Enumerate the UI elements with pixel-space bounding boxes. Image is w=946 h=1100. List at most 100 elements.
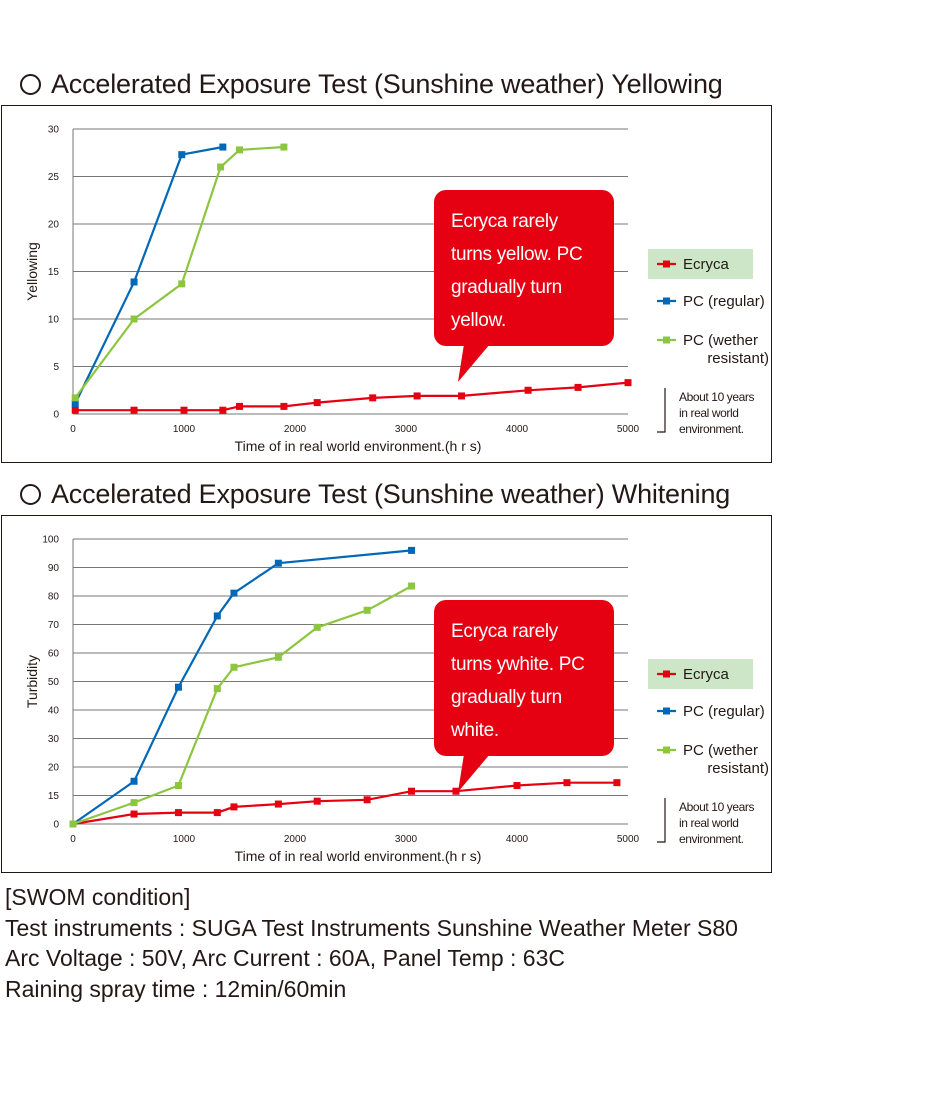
legend-swatch-marker: [663, 297, 670, 305]
data-point-ecryca: [369, 394, 377, 402]
callout-text-line: Ecryca rarely: [451, 211, 559, 232]
y-tick-label: 15: [48, 267, 60, 278]
data-point-pc_regular: [408, 546, 416, 554]
note-text-line: environment.: [679, 832, 744, 846]
data-point-ecryca: [363, 796, 371, 804]
y-tick-label: 10: [48, 315, 60, 326]
callout-pointer: [458, 344, 490, 382]
data-point-ecryca: [313, 399, 321, 407]
yellowing-chart-panel: 0 5 10 15 20 25 30 0 1000 2000 3000 4000 5000 Time of…: [1, 105, 772, 463]
data-point-pc_regular: [130, 777, 138, 785]
y-tick-label: 50: [48, 677, 60, 688]
data-point-pc_weather: [130, 799, 138, 807]
y-tick-label: 20: [48, 763, 60, 774]
y-axis-title: Turbidity: [24, 655, 40, 708]
x-axis-title: Time of in real world environment.(h r s…: [235, 848, 482, 864]
y-tick-label: 20: [48, 220, 60, 231]
data-point-pc_regular: [274, 559, 282, 567]
data-point-ecryca: [574, 383, 582, 391]
data-point-ecryca: [219, 406, 227, 414]
data-point-ecryca: [71, 406, 79, 414]
data-point-pc_weather: [363, 606, 371, 614]
data-point-pc_regular: [213, 612, 221, 620]
series-line-pc_regular: [72, 549, 412, 825]
data-point-pc_weather: [230, 663, 238, 671]
legend-label: PC (wether: [683, 332, 758, 349]
conditions-instruments: Test instruments : SUGA Test Instruments…: [5, 914, 738, 941]
y-tick-label: 100: [42, 535, 59, 546]
note-text-line: environment.: [679, 422, 744, 436]
note-text-line: About 10 years: [679, 800, 755, 814]
note-text-line: in real world: [679, 406, 739, 420]
data-point-ecryca: [180, 406, 188, 414]
data-point-pc_regular: [71, 400, 79, 408]
series-line-pc_weather: [74, 145, 284, 399]
x-tick-label: 4000: [506, 424, 529, 435]
section-title-whitening: Accelerated Exposure Test (Sunshine weat…: [20, 479, 730, 510]
data-point-ecryca: [408, 787, 416, 795]
legend-label: PC (regular): [683, 293, 765, 310]
y-tick-label: 60: [48, 649, 60, 660]
series-line-ecryca: [72, 781, 617, 826]
data-point-pc_weather: [178, 280, 186, 288]
callout-box: [434, 190, 614, 346]
data-point-ecryca: [130, 406, 138, 414]
x-tick-label: 0: [70, 834, 76, 845]
data-point-pc_weather: [236, 146, 243, 154]
x-tick-label: 5000: [617, 834, 640, 845]
callout-text-line: white.: [450, 720, 499, 741]
note-text-line: in real world: [679, 816, 739, 830]
data-point-ecryca: [613, 779, 621, 787]
y-tick-label: 80: [48, 592, 60, 603]
data-point-ecryca: [230, 803, 238, 811]
legend-swatch-marker: [663, 260, 670, 268]
data-point-ecryca: [413, 392, 421, 400]
callout: Ecryca rarely turns yellow. PC gradually t…: [434, 190, 614, 382]
section-title-text: Accelerated Exposure Test (Sunshine weat…: [51, 479, 731, 509]
conditions-heading: [SWOM condition]: [5, 884, 191, 910]
callout: Ecryca rarely turns ywhite. PC gradually t…: [434, 600, 614, 792]
data-point-pc_weather: [130, 315, 138, 323]
series-line-pc_regular: [74, 145, 224, 405]
ten-year-note: About 10 years in real world environment.: [657, 388, 755, 436]
circle-bullet-icon: [20, 74, 41, 95]
note-text-line: About 10 years: [679, 390, 755, 404]
legend-label: resistant): [707, 760, 769, 777]
callout-text-line: gradually turn: [451, 277, 562, 298]
conditions-spray: Raining spray time : 12min/60min: [5, 975, 347, 1002]
data-point-pc_regular: [178, 151, 186, 159]
legend-label: PC (wether: [683, 742, 758, 759]
x-tick-label: 1000: [173, 424, 196, 435]
legend-label: resistant): [707, 350, 769, 367]
data-point-ecryca: [524, 386, 532, 394]
x-tick-label: 2000: [284, 424, 307, 435]
y-tick-label: 30: [48, 125, 60, 136]
data-point-pc_weather: [217, 163, 225, 171]
data-point-pc_weather: [69, 820, 77, 828]
data-point-ecryca: [174, 809, 182, 817]
note-bracket: [657, 798, 666, 843]
y-tick-label: 90: [48, 563, 60, 574]
data-point-ecryca: [458, 392, 465, 400]
y-tick-label: 0: [53, 820, 59, 831]
y-tick-label: 40: [48, 706, 60, 717]
x-axis-title: Time of in real world environment.(h r s…: [235, 438, 482, 454]
data-point-ecryca: [274, 800, 282, 808]
legend-swatch-marker: [663, 707, 670, 715]
data-point-pc_regular: [230, 589, 238, 597]
callout-text-line: Ecryca rarely: [451, 621, 559, 642]
data-point-pc_weather: [213, 685, 221, 693]
legend-label: Ecryca: [683, 666, 730, 683]
data-point-ecryca: [280, 402, 288, 410]
callout-text-line: turns ywhite. PC: [451, 654, 585, 675]
data-point-ecryca: [513, 782, 521, 790]
y-tick-label: 25: [48, 172, 60, 183]
x-tick-label: 1000: [173, 834, 196, 845]
data-point-pc_weather: [274, 653, 282, 661]
y-tick-label: 15: [48, 791, 60, 802]
section-title-yellowing: Accelerated Exposure Test (Sunshine weat…: [20, 69, 723, 100]
data-point-pc_regular: [219, 143, 227, 151]
legend-label: PC (regular): [683, 703, 765, 720]
